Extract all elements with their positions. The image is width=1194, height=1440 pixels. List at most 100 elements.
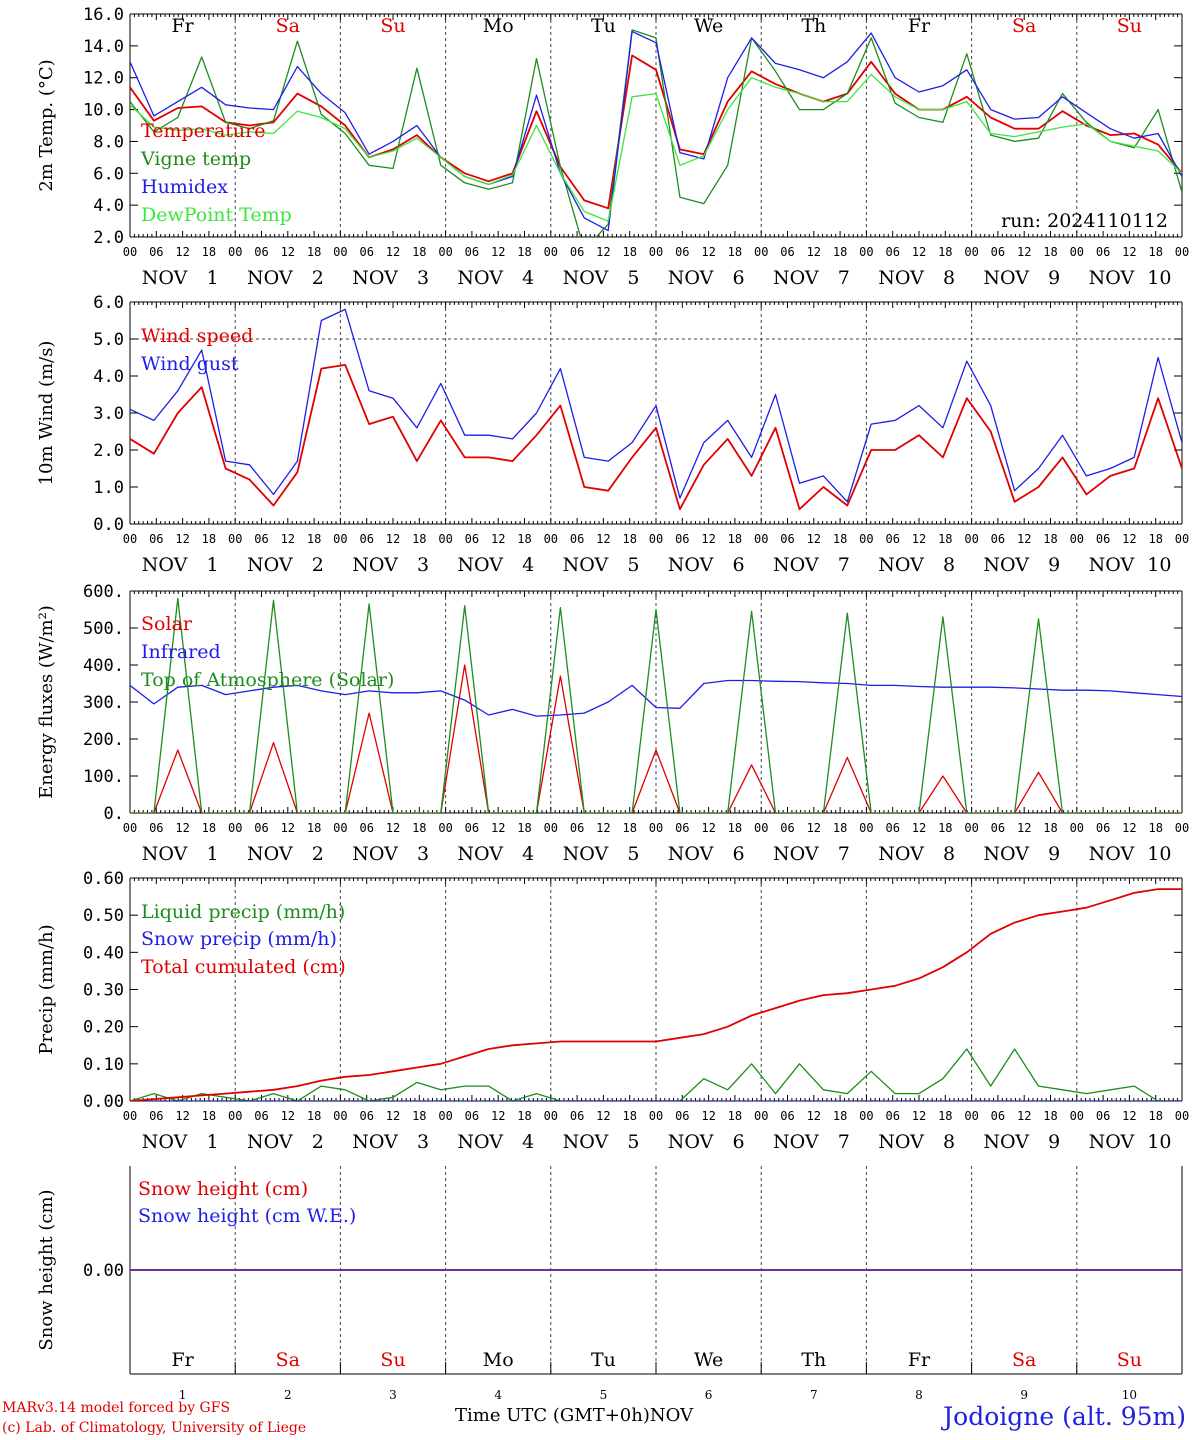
y-tick-label: 10.0 (83, 101, 124, 121)
hour-tick-label: 00 (649, 532, 663, 546)
hour-tick-label: 12 (912, 821, 926, 835)
date-month-label: NOV (457, 1131, 503, 1153)
weekday-label: Mo (483, 1349, 514, 1371)
hour-tick-label: 12 (912, 532, 926, 546)
hour-tick-label: 00 (1070, 1109, 1084, 1123)
date-month-label: NOV (352, 1131, 398, 1153)
hour-tick-label: 18 (412, 1109, 426, 1123)
series-line (130, 363, 1182, 511)
hour-tick-label: 06 (359, 532, 373, 546)
hour-tick-label: 00 (754, 821, 768, 835)
hour-tick-label: 06 (991, 532, 1005, 546)
date-month-label: NOV (1089, 554, 1135, 576)
hour-tick-label: 06 (570, 821, 584, 835)
weekday-label: Sa (276, 1349, 300, 1371)
hour-tick-label: 12 (281, 821, 295, 835)
series-line (130, 1048, 1182, 1101)
weekday-label: Fr (908, 1349, 931, 1371)
hour-tick-label: 18 (307, 532, 321, 546)
hour-tick-label: 12 (701, 245, 715, 259)
date-day-label: 2 (312, 843, 324, 865)
hour-tick-label: 00 (438, 532, 452, 546)
y-tick-label: 0.10 (83, 1055, 124, 1075)
hour-tick-label: 12 (1017, 245, 1031, 259)
date-day-label: 8 (943, 1131, 955, 1153)
date-day-label: 8 (943, 267, 955, 289)
hour-tick-label: 06 (465, 1109, 479, 1123)
hour-tick-label: 06 (885, 245, 899, 259)
legend-entry: Wind gust (141, 353, 239, 375)
hour-tick-label: 12 (386, 1109, 400, 1123)
hour-tick-label: 00 (1175, 1109, 1189, 1123)
date-month-label: NOV (773, 267, 819, 289)
date-day-label: 4 (522, 267, 534, 289)
hour-tick-label: 00 (649, 1109, 663, 1123)
hour-tick-label: 18 (517, 1109, 531, 1123)
run-label: run: 2024110112 (1001, 210, 1168, 232)
hour-tick-label: 18 (307, 821, 321, 835)
hour-tick-label: 00 (964, 532, 978, 546)
y-tick-label: 6.0 (93, 164, 124, 184)
series-line (130, 29, 1182, 237)
hour-tick-label: 00 (123, 532, 137, 546)
date-number-label: 5 (600, 1388, 608, 1402)
weekday-label: Tu (591, 1349, 616, 1371)
panel-2: 00 06 12 18 00 06 12 18 00 06 12 18 00 06 12 18 00 06 12 18… (36, 293, 1189, 576)
date-day-label: 5 (627, 554, 639, 576)
legend-entry: Infrared (141, 641, 221, 663)
date-month-label: NOV (563, 267, 609, 289)
hour-tick-label: 06 (991, 1109, 1005, 1123)
hour-tick-label: 00 (1070, 245, 1084, 259)
hour-tick-label: 12 (596, 1109, 610, 1123)
hour-tick-label: 12 (596, 821, 610, 835)
hour-tick-label: 18 (1148, 532, 1162, 546)
hour-tick-label: 12 (1122, 245, 1136, 259)
hour-tick-label: 00 (859, 245, 873, 259)
weekday-label: Tu (591, 15, 616, 37)
date-day-label: 1 (207, 267, 219, 289)
hour-tick-label: 12 (701, 821, 715, 835)
hour-tick-label: 00 (544, 821, 558, 835)
hour-tick-label: 00 (1175, 245, 1189, 259)
hour-tick-label: 18 (728, 1109, 742, 1123)
weekday-label: Fr (908, 15, 931, 37)
hour-tick-label: 00 (754, 1109, 768, 1123)
weekday-label: Su (1117, 15, 1142, 37)
hour-tick-label: 12 (1122, 532, 1136, 546)
hour-tick-label: 00 (754, 532, 768, 546)
hour-tick-label: 12 (701, 1109, 715, 1123)
legend-entry: Snow height (cm) (138, 1178, 308, 1200)
legend-entry: Liquid precip (mm/h) (141, 901, 345, 923)
x-axis-title: Time UTC (GMT+0h)NOV (455, 1405, 693, 1426)
date-day-label: 8 (943, 554, 955, 576)
hour-tick-label: 00 (1175, 532, 1189, 546)
date-number-label: 6 (705, 1388, 713, 1402)
date-day-label: 5 (627, 267, 639, 289)
hour-tick-label: 12 (491, 532, 505, 546)
hour-tick-label: 18 (202, 1109, 216, 1123)
legend-entry: Solar (141, 613, 193, 635)
hour-tick-label: 12 (175, 821, 189, 835)
date-day-label: 10 (1147, 554, 1171, 576)
hour-tick-label: 06 (254, 532, 268, 546)
legend-entry: Snow precip (mm/h) (141, 928, 337, 950)
hour-tick-label: 06 (991, 245, 1005, 259)
hour-tick-label: 00 (859, 1109, 873, 1123)
series-line (130, 308, 1182, 503)
date-day-label: 7 (838, 1131, 850, 1153)
hour-tick-label: 06 (570, 245, 584, 259)
date-month-label: NOV (247, 1131, 293, 1153)
date-day-label: 1 (207, 843, 219, 865)
x-axis-month: NOV (649, 1405, 694, 1426)
hour-tick-label: 06 (254, 245, 268, 259)
weekday-label: We (694, 1349, 723, 1371)
date-month-label: NOV (142, 267, 188, 289)
hour-tick-label: 06 (570, 532, 584, 546)
hour-tick-label: 18 (1148, 245, 1162, 259)
hour-tick-label: 06 (149, 245, 163, 259)
hour-tick-label: 18 (622, 1109, 636, 1123)
hour-tick-label: 00 (228, 245, 242, 259)
hour-tick-label: 06 (254, 821, 268, 835)
hour-tick-label: 00 (228, 821, 242, 835)
date-day-label: 9 (1048, 267, 1060, 289)
